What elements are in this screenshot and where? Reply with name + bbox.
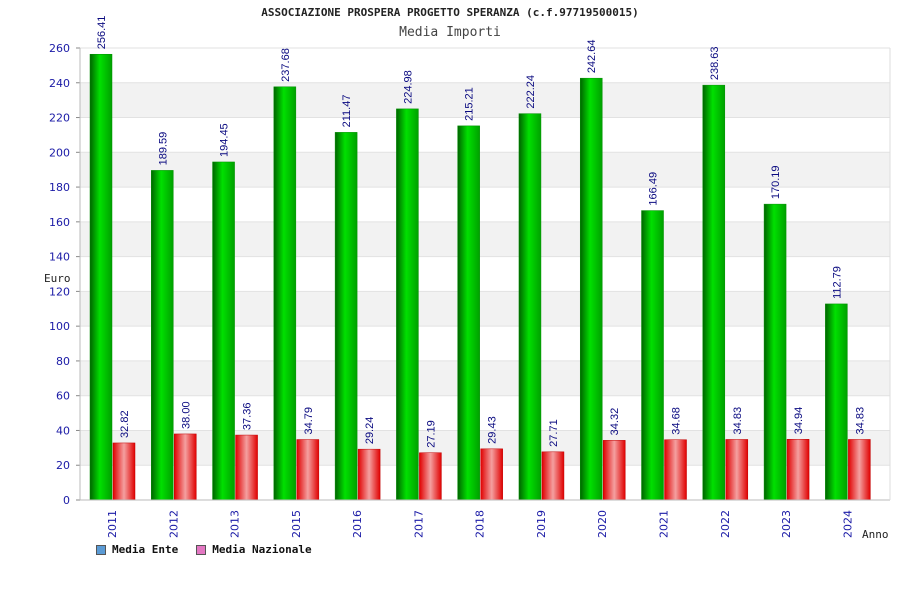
bar: [579, 77, 603, 501]
bar: [602, 440, 626, 501]
x-tick-label: 2011: [106, 510, 119, 538]
bar: [273, 86, 297, 501]
legend-label: Media Ente: [112, 543, 179, 556]
data-label: 237.68: [280, 48, 292, 82]
y-tick-label: 140: [49, 251, 70, 264]
x-tick-label: 2020: [596, 510, 609, 538]
y-tick-label: 180: [49, 181, 70, 194]
bar: [641, 210, 664, 501]
bar: [396, 108, 419, 501]
data-label: 34.83: [854, 407, 866, 435]
y-tick-label: 40: [56, 424, 70, 437]
y-tick-label: 60: [56, 390, 70, 403]
y-axis-label: Euro: [44, 272, 71, 285]
y-tick-label: 120: [49, 285, 70, 298]
grid-band: [80, 82, 890, 118]
bar: [763, 203, 787, 501]
x-tick-label: 2013: [229, 510, 242, 538]
data-label: 34.79: [303, 407, 315, 435]
bar: [541, 451, 565, 501]
x-tick-label: 2023: [780, 510, 793, 538]
x-tick-label: 2017: [412, 510, 425, 538]
bar: [825, 303, 848, 501]
data-label: 189.59: [157, 132, 169, 166]
y-tick-label: 80: [56, 355, 70, 368]
bar: [174, 433, 197, 501]
data-label: 34.68: [671, 407, 683, 435]
x-tick-label: 2022: [719, 510, 732, 538]
bar: [334, 132, 358, 501]
x-tick-label: 2012: [167, 510, 180, 538]
legend-label: Media Nazionale: [212, 543, 312, 556]
y-tick-label: 200: [49, 146, 70, 159]
data-label: 37.36: [242, 403, 254, 431]
legend-swatch-icon: [196, 544, 207, 555]
bar: [725, 439, 749, 501]
data-label: 256.41: [96, 16, 108, 50]
chart-subtitle: Media Importi: [399, 25, 501, 40]
data-label: 32.82: [119, 410, 131, 438]
x-tick-label: 2018: [474, 510, 487, 538]
data-label: 112.79: [831, 266, 843, 299]
data-label: 211.47: [341, 95, 353, 128]
data-label: 34.32: [609, 408, 621, 436]
y-tick-label: 260: [49, 42, 70, 55]
data-label: 27.71: [548, 419, 560, 447]
chart-title: ASSOCIAZIONE PROSPERA PROGETTO SPERANZA …: [261, 6, 639, 19]
data-label: 34.94: [793, 407, 805, 435]
data-label: 166.49: [648, 172, 660, 206]
legend-item-media-nazionale: Media Nazionale: [196, 543, 312, 556]
data-label: 170.19: [770, 165, 782, 199]
bar: [786, 439, 810, 501]
y-tick-label: 220: [49, 112, 70, 125]
bar: [212, 161, 235, 501]
y-tick-label: 20: [56, 459, 70, 472]
bar: [89, 53, 113, 501]
legend-item-media-ente: Media Ente: [96, 543, 178, 556]
bar: [518, 113, 542, 501]
x-tick-label: 2015: [290, 510, 303, 538]
bar: [235, 434, 258, 501]
data-label: 224.98: [402, 70, 414, 104]
bar: [419, 452, 442, 501]
bar: [664, 439, 687, 501]
bar: [848, 439, 871, 501]
y-tick-label: 160: [49, 216, 70, 229]
x-tick-label: 2019: [535, 510, 548, 538]
bar: [112, 442, 136, 501]
y-tick-label: 100: [49, 320, 70, 333]
x-tick-label: 2021: [658, 510, 671, 538]
data-label: 34.83: [732, 407, 744, 435]
legend: Media Ente Media Nazionale: [96, 543, 312, 556]
y-tick-label: 240: [49, 77, 70, 90]
bar: [296, 439, 320, 501]
legend-swatch-icon: [96, 544, 106, 555]
data-label: 222.24: [525, 75, 537, 109]
data-label: 215.21: [464, 87, 476, 121]
data-label: 38.00: [180, 401, 192, 429]
data-label: 29.24: [364, 417, 376, 445]
x-axis-label: Anno: [862, 528, 889, 541]
bar: [357, 448, 381, 501]
data-label: 27.19: [425, 420, 437, 448]
y-tick-label: 0: [63, 494, 70, 507]
data-label: 194.45: [219, 123, 231, 157]
data-label: 242.64: [586, 40, 598, 74]
grid-band: [80, 152, 890, 188]
bar: [480, 448, 503, 501]
data-label: 29.43: [487, 416, 499, 444]
data-label: 238.63: [709, 46, 721, 80]
bar: [151, 170, 174, 501]
x-tick-label: 2016: [351, 510, 364, 538]
bar: [702, 84, 726, 501]
x-tick-label: 2024: [841, 510, 854, 538]
bar: [457, 125, 480, 501]
